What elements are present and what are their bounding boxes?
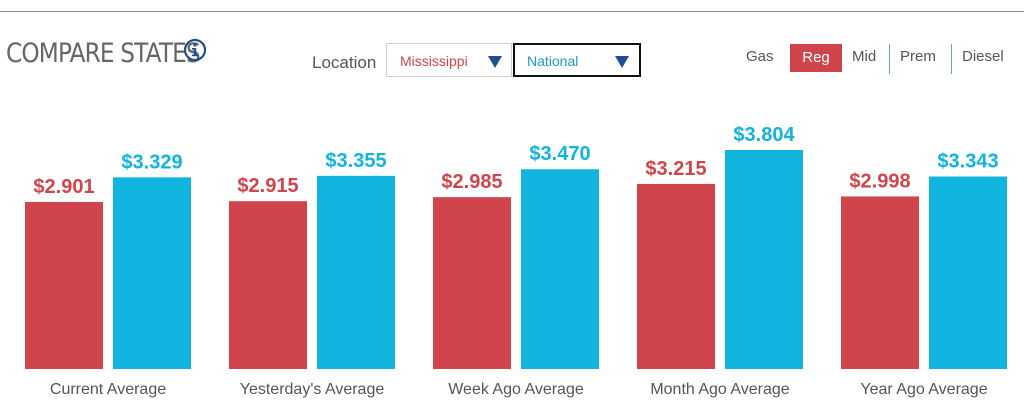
bar-value-label: $2.915 (237, 175, 298, 197)
category-label: Month Ago Average (650, 381, 789, 398)
bar-value-label: $3.470 (529, 143, 590, 165)
bar-value-label: $3.804 (733, 124, 795, 146)
bar-national (317, 175, 395, 369)
bar-value-label: $3.215 (645, 158, 706, 180)
location-label: Location (312, 53, 377, 72)
bar-value-label: $3.329 (121, 151, 182, 173)
category-label: Current Average (50, 381, 166, 398)
fuel-tab-mid[interactable]: Mid (852, 48, 877, 65)
category-label: Yesterday's Average (240, 381, 385, 398)
bar-value-label: $2.985 (441, 171, 502, 193)
bar-state (433, 197, 511, 369)
bar-value-label: $3.355 (325, 150, 386, 172)
state-select[interactable]: Mississippi (386, 43, 512, 77)
triangle-down-icon (615, 56, 629, 68)
top-divider (0, 11, 1024, 12)
bar-state (841, 196, 919, 369)
compare-select-value: National (527, 53, 579, 69)
bar-value-label: $3.343 (937, 151, 998, 173)
bar-value-label: $2.998 (849, 170, 910, 192)
bar-national (113, 177, 191, 369)
state-select-value: Mississippi (400, 53, 468, 69)
category-label: Year Ago Average (860, 381, 987, 398)
category-label: Week Ago Average (448, 381, 584, 398)
info-icon[interactable] (183, 38, 207, 62)
triangle-down-icon (488, 56, 502, 68)
fuel-divider (889, 44, 890, 74)
fuel-tab-diesel[interactable]: Diesel (962, 48, 1004, 65)
bar-national (929, 176, 1007, 369)
bar-national (725, 150, 803, 369)
fuel-tab-prem[interactable]: Prem (900, 48, 936, 65)
page-title: COMPARE STATES (6, 38, 201, 69)
compare-select[interactable]: National (513, 43, 641, 77)
bar-value-label: $2.901 (33, 176, 94, 198)
bar-state (637, 183, 715, 369)
fuel-tab-gas: Gas (746, 48, 774, 65)
fuel-divider (951, 44, 952, 74)
bar-national (521, 169, 599, 369)
bar-state (229, 201, 307, 369)
bar-state (25, 201, 103, 369)
fuel-tab-reg[interactable]: Reg (790, 44, 842, 72)
